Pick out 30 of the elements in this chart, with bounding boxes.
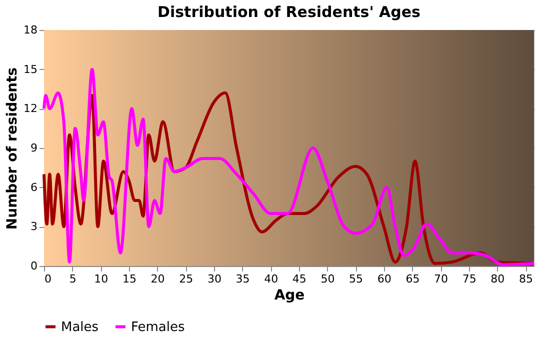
- x-tick-label: 80: [490, 272, 505, 286]
- y-axis-title: Number of residents: [4, 67, 21, 230]
- x-tick-label: 10: [94, 272, 108, 286]
- x-tick-label: 70: [434, 272, 448, 286]
- y-tick-label: 18: [24, 24, 38, 36]
- x-tick-label: 45: [292, 272, 306, 286]
- x-tick-label: 30: [207, 272, 222, 286]
- x-tick-label: 40: [264, 272, 278, 286]
- x-tick-label: 25: [179, 272, 194, 286]
- x-tick-label: 85: [519, 272, 534, 286]
- x-tick-label: 50: [320, 272, 335, 286]
- legend-label: Males: [61, 320, 99, 335]
- y-tick-label: 12: [24, 102, 38, 116]
- x-tick-label: 55: [349, 272, 364, 286]
- x-tick-label: 20: [150, 272, 165, 286]
- y-tick-label: 15: [24, 62, 38, 76]
- legend-label: Females: [131, 320, 186, 335]
- y-tick-label: 6: [30, 180, 38, 194]
- x-tick-label: 5: [69, 272, 76, 286]
- x-tick-label: 60: [377, 272, 392, 286]
- x-tick-label: 75: [462, 272, 476, 286]
- x-tick-label: 35: [236, 272, 250, 286]
- x-axis-title: Age: [274, 288, 305, 304]
- x-tick-label: 65: [406, 272, 420, 286]
- y-tick-label: 9: [30, 142, 38, 154]
- x-tick-label: 0: [44, 272, 52, 286]
- y-tick-label: 3: [30, 220, 38, 234]
- x-tick-label: 15: [122, 272, 136, 286]
- chart-title: Distribution of Residents' Ages: [158, 3, 421, 21]
- y-tick-label: 0: [30, 260, 38, 272]
